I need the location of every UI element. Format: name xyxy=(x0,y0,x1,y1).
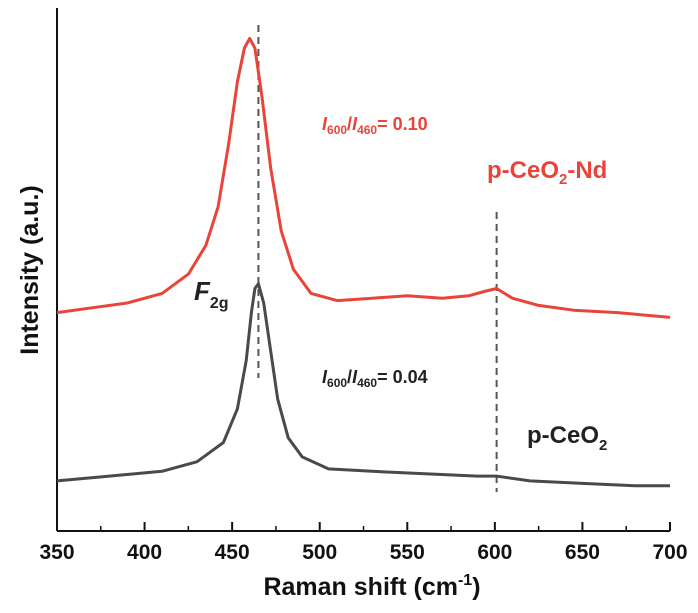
x-axis-title: Raman shift (cm-1) xyxy=(263,572,480,601)
series-label-nd: p-CeO2-Nd xyxy=(487,157,607,188)
x-tick-label: 650 xyxy=(565,541,600,564)
x-axis-ticks xyxy=(56,522,671,531)
y-axis-title: Intensity (a.u.) xyxy=(16,185,44,354)
series-group xyxy=(56,36,671,488)
series-line xyxy=(56,36,671,319)
x-tick-label: 550 xyxy=(390,541,425,564)
x-tick-label: 600 xyxy=(477,541,512,564)
x-tick-label: 450 xyxy=(215,541,250,564)
series-line xyxy=(56,282,670,488)
x-tick-label: 500 xyxy=(302,541,337,564)
x-axis-tick-labels: 350 400 450 500 550 600 650 700 xyxy=(39,541,687,564)
x-tick-label: 350 xyxy=(39,541,74,564)
reference-lines xyxy=(257,25,498,492)
ratio-annotation-ceo2: I600/I460= 0.04 xyxy=(322,367,428,390)
series-label-ceo2: p-CeO2 xyxy=(527,422,607,454)
x-axis-title-sup: -1 xyxy=(458,572,472,589)
f2g-label: F2g xyxy=(194,276,229,312)
x-tick-label: 700 xyxy=(652,541,687,564)
x-tick-label: 400 xyxy=(127,541,162,564)
ratio-annotation-nd: I600/I460= 0.10 xyxy=(322,114,428,137)
x-axis-title-tail: ) xyxy=(472,573,480,601)
